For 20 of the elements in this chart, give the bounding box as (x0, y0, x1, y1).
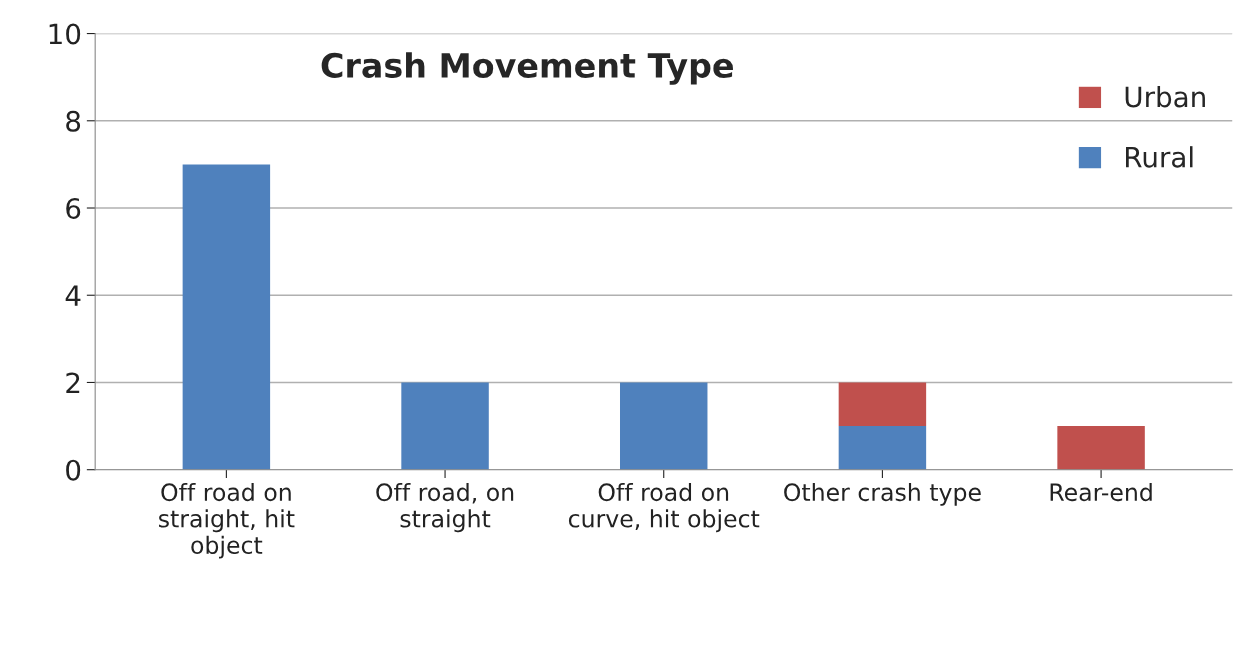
y-tick-label: 8 (66, 110, 81, 132)
y-tick-label: 6 (66, 197, 81, 219)
legend-label: Urban (1125, 85, 1205, 108)
y-tick-label: 10 (49, 23, 81, 45)
x-tick-label: Off road on curve, hit object (568, 482, 760, 533)
bar (1057, 426, 1145, 470)
bar (838, 382, 927, 427)
bar (401, 382, 489, 470)
x-tick-label: Rear-end (1050, 482, 1152, 502)
text: Crash Movement Type (321, 52, 733, 85)
x-tick-label: Off road on straight, hit object (159, 482, 295, 559)
y-tick-label: 2 (66, 372, 80, 394)
bar (182, 164, 271, 470)
legend-label: Rural (1126, 146, 1193, 168)
bar (838, 426, 927, 470)
y-tick-label: 4 (65, 285, 81, 306)
y-tick-label: 0 (66, 459, 81, 481)
bar (620, 382, 708, 470)
x-tick-label: Off road, on straight (376, 482, 514, 533)
x-tick-label: Other crash type (784, 482, 981, 506)
